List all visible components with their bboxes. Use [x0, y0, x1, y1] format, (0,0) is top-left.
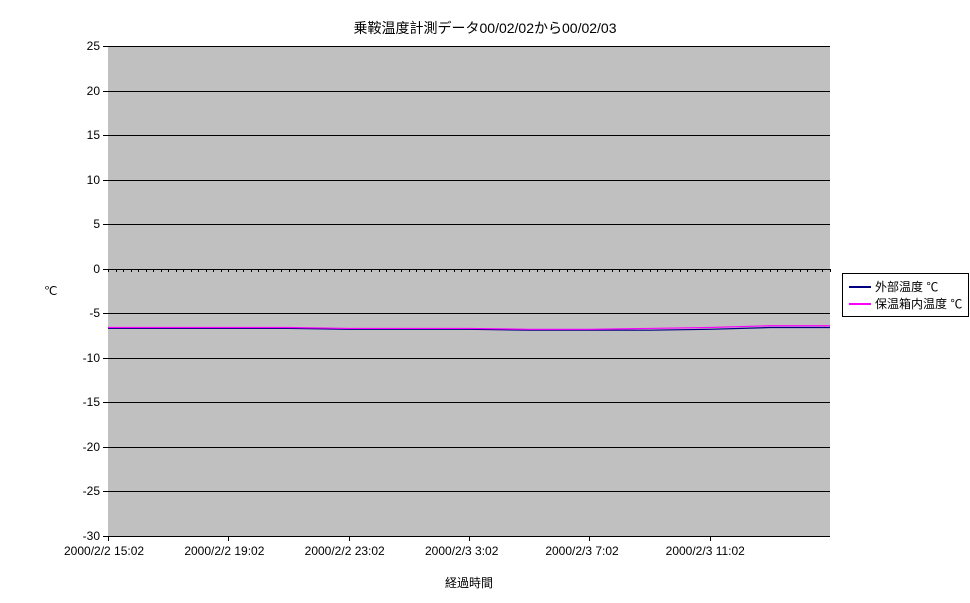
legend-item: 保温箱内温度 ℃ [849, 295, 962, 312]
x-tick-label: 2000/2/2 15:02 [64, 544, 144, 558]
x-tick-label: 2000/2/3 3:02 [425, 544, 498, 558]
chart-title: 乗鞍温度計測データ00/02/02から00/02/03 [0, 18, 970, 38]
legend-swatch [849, 303, 871, 305]
y-tick-label: -20 [66, 440, 100, 454]
plot-area [108, 46, 830, 536]
y-tick-label: 5 [66, 217, 100, 231]
y-tick-label: 15 [66, 128, 100, 142]
legend-label: 外部温度 ℃ [875, 278, 938, 295]
legend-label: 保温箱内温度 ℃ [875, 295, 962, 312]
y-tick-label: 10 [66, 173, 100, 187]
y-tick-label: -15 [66, 395, 100, 409]
y-tick-label: 20 [66, 84, 100, 98]
y-tick-label: -5 [66, 306, 100, 320]
series-layer [108, 46, 830, 536]
y-tick-label: 25 [66, 39, 100, 53]
y-tick-label: -25 [66, 484, 100, 498]
y-axis-label: ℃ [44, 284, 57, 298]
x-tick-label: 2000/2/2 19:02 [184, 544, 264, 558]
legend-swatch [849, 286, 871, 288]
x-tick-label: 2000/2/2 23:02 [305, 544, 385, 558]
y-tick-label: -30 [66, 529, 100, 543]
y-tick-label: 0 [66, 262, 100, 276]
x-tick-label: 2000/2/3 7:02 [545, 544, 618, 558]
x-axis-label: 経過時間 [108, 574, 830, 591]
legend: 外部温度 ℃保温箱内温度 ℃ [842, 273, 969, 317]
x-tick-label: 2000/2/3 11:02 [666, 544, 745, 558]
chart-container: { "title": {"text": "乗鞍温度計測データ00/02/02から… [0, 0, 970, 603]
legend-item: 外部温度 ℃ [849, 278, 962, 295]
y-tick-label: -10 [66, 351, 100, 365]
